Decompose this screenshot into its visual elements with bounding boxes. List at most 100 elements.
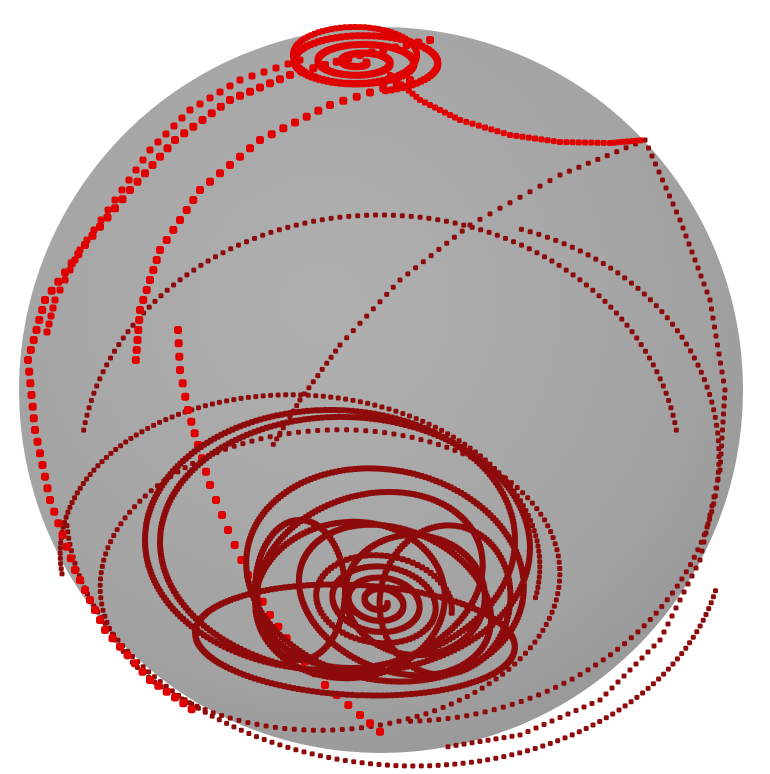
orbit-dot: [519, 242, 524, 248]
path-dot: [673, 605, 679, 611]
path-dot: [135, 316, 144, 324]
orbit-dot: [352, 24, 358, 30]
orbit-dot: [319, 581, 326, 588]
path-dot: [163, 144, 172, 153]
orbit-dot: [98, 570, 104, 576]
path-dot: [86, 596, 94, 604]
path-dot: [178, 379, 187, 388]
orbit-dot: [503, 235, 508, 241]
orbit-dot: [443, 218, 449, 224]
orbit-dot: [532, 746, 538, 751]
orbit-dot: [216, 717, 222, 723]
orbit-dot: [389, 692, 396, 699]
orbit-dot: [669, 590, 675, 596]
orbit-dot: [452, 220, 458, 226]
orbit-dot: [332, 414, 339, 420]
path-dot: [319, 366, 325, 372]
orbit-dot: [313, 393, 319, 399]
orbit-dot: [414, 713, 420, 719]
orbit-dot: [670, 661, 676, 667]
orbit-dot: [659, 604, 665, 609]
path-dot: [677, 597, 683, 603]
path-dot: [712, 324, 717, 330]
path-dot: [154, 681, 163, 690]
orbit-dot: [286, 431, 292, 436]
orbit-dot: [393, 408, 399, 414]
path-dot: [627, 667, 633, 673]
orbit-dot: [549, 258, 555, 264]
path-dot: [722, 387, 728, 393]
path-dot: [663, 185, 669, 191]
path-dot: [519, 133, 526, 140]
orbit-dot: [670, 412, 676, 418]
path-dot: [538, 136, 545, 143]
orbit-dot: [77, 485, 83, 491]
orbit-dot: [464, 713, 470, 719]
orbit-dot: [355, 213, 361, 219]
path-dot: [713, 333, 719, 339]
orbit-dot: [628, 699, 634, 705]
path-dot: [698, 273, 704, 279]
path-dot: [226, 82, 234, 90]
path-dot: [685, 581, 691, 587]
path-dot: [689, 249, 695, 255]
path-dot: [81, 586, 89, 594]
orbit-dot: [356, 79, 363, 86]
path-dot: [697, 557, 703, 563]
spiral-dot: [384, 553, 390, 559]
orbit-dot: [550, 535, 556, 541]
orbit-dot: [349, 581, 356, 588]
path-dot: [284, 60, 292, 68]
path-dot: [46, 496, 54, 504]
path-dot: [162, 687, 171, 696]
path-dot: [704, 289, 710, 295]
path-dot: [716, 351, 722, 357]
orbit-dot: [672, 420, 678, 426]
orbit-dot: [408, 213, 414, 219]
path-dot: [97, 216, 105, 224]
orbit-dot: [148, 488, 154, 494]
path-dot: [71, 256, 79, 264]
orbit-dot: [97, 376, 103, 382]
orbit-dot: [335, 395, 341, 401]
orbit-dot: [645, 685, 651, 691]
orbit-dot: [293, 222, 299, 228]
orbit-dot: [708, 600, 714, 606]
orbit-dot: [344, 427, 350, 433]
path-dot: [720, 419, 726, 425]
path-dot: [131, 659, 139, 668]
orbit-dot: [585, 667, 591, 673]
path-dot: [469, 120, 476, 127]
orbit-dot: [460, 760, 466, 766]
orbit-dot: [530, 523, 535, 528]
path-dot: [96, 616, 104, 624]
orbit-dot: [122, 515, 128, 521]
orbit-dot: [384, 762, 390, 768]
orbit-dot: [142, 493, 148, 499]
orbit-dot: [536, 579, 542, 585]
orbit-dot: [526, 547, 533, 554]
orbit-dot: [379, 404, 385, 410]
orbit-dot: [494, 232, 500, 238]
path-dot: [29, 336, 38, 344]
path-dot: [461, 741, 467, 747]
orbit-dot: [414, 52, 420, 58]
orbit-dot: [454, 714, 460, 720]
orbit-dot: [553, 597, 559, 603]
path-dot: [326, 101, 334, 109]
orbit-dot: [359, 582, 366, 589]
orbit-dot: [401, 763, 407, 769]
orbit-dot: [329, 690, 336, 697]
path-dot: [721, 403, 727, 409]
orbit-dot: [552, 541, 558, 547]
orbit-dot: [80, 481, 86, 486]
orbit-dot: [384, 692, 391, 699]
orbit-dot: [570, 272, 576, 278]
path-dot: [447, 112, 453, 118]
orbit-dot: [525, 748, 530, 754]
orbit-dot: [290, 392, 296, 398]
orbit-dot: [555, 553, 561, 559]
path-dot: [27, 391, 36, 399]
spiral-dot: [448, 609, 455, 616]
orbit-dot: [511, 239, 516, 245]
